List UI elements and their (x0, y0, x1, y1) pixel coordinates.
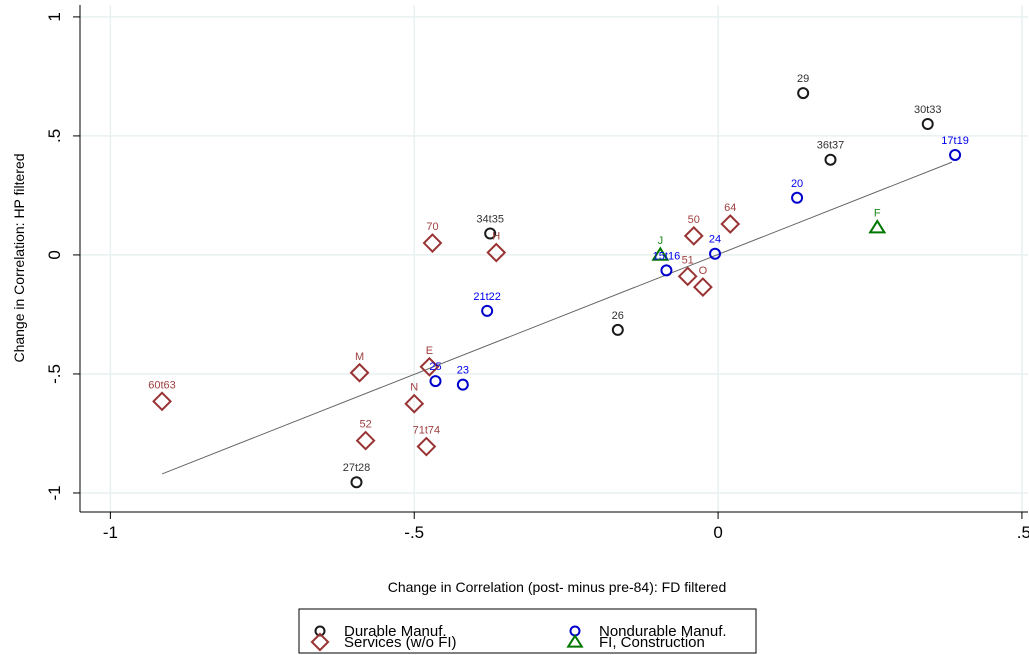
data-point (651, 246, 670, 261)
point-label: 15t16 (653, 250, 681, 262)
legend-label: Services (w/o FI) (344, 634, 457, 651)
data-point (152, 391, 172, 412)
point-label: 17t19 (941, 135, 969, 147)
data-point (429, 375, 442, 388)
legend: Durable Manuf. Nondurable Manuf. Services … (298, 608, 757, 654)
data-point (355, 430, 376, 451)
point-label: 24 (709, 234, 721, 246)
point-label: 29 (797, 73, 809, 85)
data-point (484, 227, 497, 240)
point-label: 64 (724, 202, 736, 214)
point-label: 36t37 (817, 140, 845, 152)
legend-frame (298, 608, 757, 654)
y-tick-label: -1 (45, 485, 64, 500)
point-label: H (492, 231, 500, 243)
point-label: E (426, 345, 433, 357)
data-point (797, 87, 810, 100)
y-tick-label: -.5 (45, 364, 64, 384)
data-point (456, 378, 469, 391)
data-point (720, 214, 741, 234)
legend-marker (566, 633, 584, 648)
legend-item: Services (w/o FI) (310, 632, 457, 652)
point-label: 23 (457, 365, 469, 377)
data-point (416, 436, 437, 457)
grid-layer (80, 5, 1028, 512)
point-label: 34t35 (476, 214, 504, 226)
point-label: 50 (688, 214, 700, 226)
legend-marker (310, 632, 330, 652)
point-label: O (699, 265, 708, 277)
data-point (709, 247, 722, 260)
y-tick-label: 0 (45, 250, 64, 259)
data-point (692, 277, 713, 297)
legend-items: Durable Manuf. Nondurable Manuf. Services … (310, 623, 727, 652)
data-point (868, 219, 887, 234)
data-point (921, 118, 934, 131)
axes-layer: -1 -.5 0 .5 -1 -.5 0 .5 1 (45, 5, 1029, 542)
data-point (422, 233, 443, 253)
y-axis-title: Change in Correlation: HP filtered (11, 153, 27, 362)
point-label: 21t22 (473, 291, 501, 303)
data-point (486, 242, 507, 263)
legend-label: FI, Construction (599, 634, 705, 651)
data-point (791, 191, 804, 204)
point-label: 71t74 (413, 425, 441, 437)
point-label: 26 (612, 310, 624, 322)
point-label: 25 (429, 361, 441, 373)
data-point (824, 153, 837, 166)
legend-marker (314, 625, 326, 637)
legend-item: FI, Construction (566, 633, 705, 651)
y-tick-label: .5 (45, 129, 64, 143)
data-point (481, 304, 494, 317)
point-label: 51 (682, 254, 694, 266)
data-point (404, 393, 425, 414)
data-point (677, 266, 698, 287)
data-point (611, 323, 624, 336)
point-label: 60t63 (148, 379, 176, 391)
data-point (949, 148, 962, 161)
legend-item: Durable Manuf. (314, 623, 447, 640)
point-labels-layer: 29 30t33 36t37 34t35 26 27t28 17t19 20 24 15t16 21… (148, 73, 969, 474)
point-label: 70 (426, 221, 438, 233)
data-point (419, 356, 440, 377)
data-point (349, 362, 370, 383)
point-label: F (874, 208, 881, 220)
x-tick-label: -.5 (404, 523, 424, 542)
y-tick-label: 1 (45, 12, 64, 21)
point-label: J (658, 235, 664, 247)
x-axis-title: Change in Correlation (post- minus pre-8… (388, 579, 726, 595)
point-label: 52 (359, 419, 371, 431)
x-tick-label: -1 (103, 523, 118, 542)
x-tick-label: .5 (1017, 523, 1029, 542)
fit-line-layer (161, 161, 953, 475)
point-label: 20 (791, 178, 803, 190)
data-point (660, 264, 673, 277)
point-label: 27t28 (343, 462, 371, 474)
data-point (683, 225, 704, 246)
data-point (350, 476, 363, 489)
x-tick-label: 0 (713, 523, 722, 542)
legend-label: Durable Manuf. (344, 623, 447, 640)
point-label: 30t33 (914, 104, 942, 116)
fit-line (161, 161, 953, 475)
point-label: M (355, 351, 364, 363)
legend-label: Nondurable Manuf. (599, 623, 727, 640)
point-label: N (410, 382, 418, 394)
points-layer (152, 87, 962, 489)
